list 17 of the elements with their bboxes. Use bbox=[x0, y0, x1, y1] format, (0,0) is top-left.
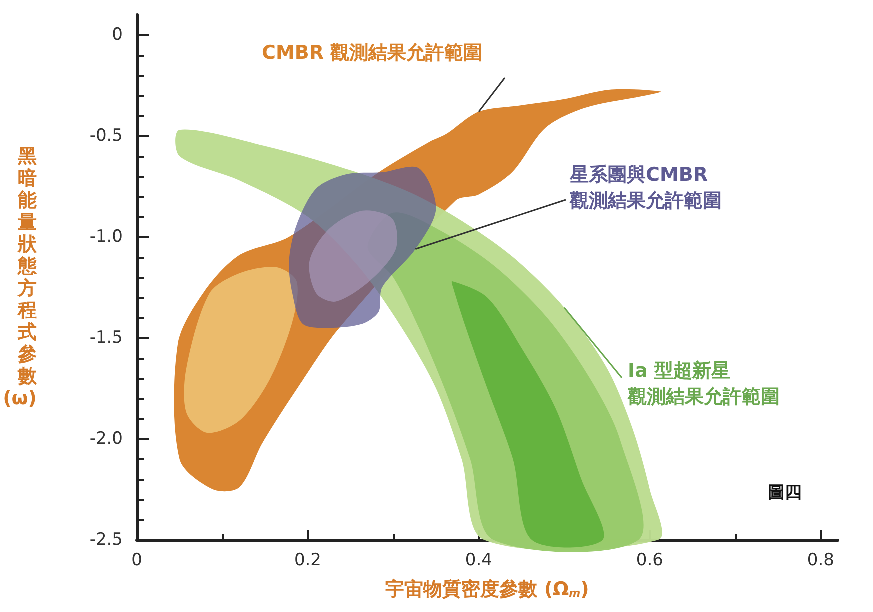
x-axis-title: 宇宙物質密度參數 (Ωm) bbox=[386, 578, 590, 600]
y-tick-label: -2.0 bbox=[90, 429, 123, 450]
series-label: Ia 型超新星觀測結果允許範圍 bbox=[627, 360, 780, 408]
y-tick-label: -0.5 bbox=[90, 126, 123, 146]
x-tick-label: 0.2 bbox=[294, 550, 322, 570]
x-tick-label: 0 bbox=[132, 550, 142, 570]
y-tick-label: -1.5 bbox=[90, 328, 123, 348]
text: CMBR 觀測結果允許範圍 bbox=[262, 42, 483, 64]
x-tick-label: 0.4 bbox=[465, 550, 492, 570]
x-tick-label: 0.8 bbox=[807, 550, 834, 570]
x-tick-label: 0.6 bbox=[636, 550, 664, 570]
annotation: 圖四 bbox=[768, 483, 802, 502]
y-tick-label: 0 bbox=[112, 25, 123, 46]
text: 黑暗能量狀態方程式參數 (ω) bbox=[3, 146, 37, 410]
y-tick-label: -2.5 bbox=[90, 530, 123, 550]
y-tick-label: -1.0 bbox=[90, 227, 123, 248]
text: 星系團與CMBR觀測結果允許範圍 bbox=[569, 164, 722, 212]
